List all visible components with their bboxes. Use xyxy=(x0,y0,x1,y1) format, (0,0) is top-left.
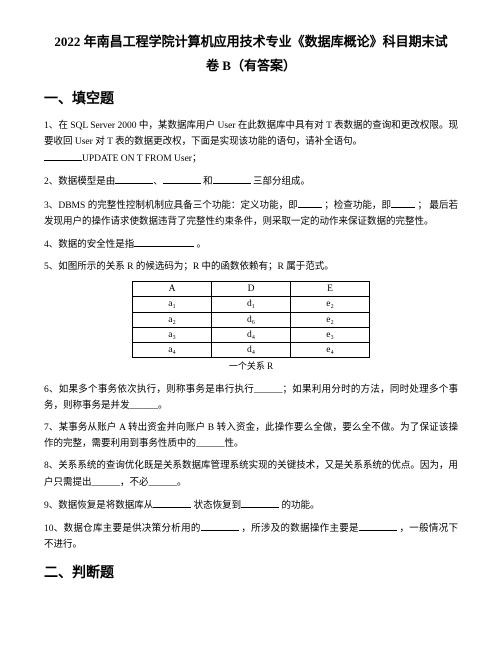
blank xyxy=(359,520,397,531)
table-row: a₂ d₆ e₂ xyxy=(133,312,370,327)
q9-text-a: 9、数据恢复是将数据库从 xyxy=(44,501,153,511)
question-4: 4、数据的安全性是指 。 xyxy=(44,236,458,253)
exam-title-line2: 卷 B（有答案） xyxy=(44,56,458,76)
question-9: 9、数据恢复是将数据库从 状态恢复到 的功能。 xyxy=(44,497,458,514)
th-D: D xyxy=(212,282,291,297)
blank xyxy=(298,197,322,208)
q1-text-b: UPDATE ON T FROM User； xyxy=(82,154,201,164)
table-row: a₃ d₄ e₃ xyxy=(133,327,370,342)
cell: e₂ xyxy=(291,312,370,327)
blank xyxy=(134,236,194,247)
section-2-heading: 二、判断题 xyxy=(44,563,458,584)
cell: d₄ xyxy=(212,343,291,358)
q10-text-a: 10、数据仓库主要是供决策分析用的 xyxy=(44,524,201,534)
question-2: 2、数据模型是由、 和 三部分组成。 xyxy=(44,173,458,190)
question-8: 8、关系系统的查询优化既是关系数据库管理系统实现的关键技术，又是关系系统的优点。… xyxy=(44,458,458,490)
blank xyxy=(201,520,239,531)
table-header-row: A D E xyxy=(133,282,370,297)
cell: a₄ xyxy=(133,343,212,358)
relation-table: A D E a₁ d₁ e₂ a₂ d₆ e₂ a₃ d₄ e₃ a₄ d₄ e… xyxy=(132,281,370,358)
blank xyxy=(44,150,82,161)
cell: d₄ xyxy=(212,327,291,342)
cell: a₃ xyxy=(133,327,212,342)
question-10: 10、数据仓库主要是供决策分析用的 ，所涉及的数据操作主要是 ，一般情况下 不进… xyxy=(44,520,458,553)
q9-text-b: 状态恢复到 xyxy=(194,501,242,511)
blank xyxy=(153,497,191,508)
q2-text-c: 三部分组成。 xyxy=(253,177,310,187)
question-3: 3、DBMS 的完整性控制机制应具备三个功能：定义功能，即 ；检查功能，即 ； … xyxy=(44,197,458,230)
cell: a₂ xyxy=(133,312,212,327)
blank xyxy=(115,173,153,184)
th-A: A xyxy=(133,282,212,297)
q1-text-a: 1、在 SQL Server 2000 中，某数据库用户 User 在此数据库中… xyxy=(44,121,458,147)
exam-title-line1: 2022 年南昌工程学院计算机应用技术专业《数据库概论》科目期末试 xyxy=(44,32,458,52)
exam-page: { "title_line1": "2022 年南昌工程学院计算机应用技术专业《… xyxy=(0,0,502,649)
blank xyxy=(213,173,251,184)
q2-text-b: 和 xyxy=(203,177,213,187)
cell: d₆ xyxy=(212,312,291,327)
q9-text-c: 的功能。 xyxy=(282,501,320,511)
th-E: E xyxy=(291,282,370,297)
q10-text-b: ，所涉及的数据操作主要是 xyxy=(241,524,359,534)
q4-text-a: 4、数据的安全性是指 xyxy=(44,240,134,250)
cell: a₁ xyxy=(133,297,212,312)
cell: e₄ xyxy=(291,343,370,358)
blank xyxy=(391,197,415,208)
q3-text-a: 3、DBMS 的完整性控制机制应具备三个功能：定义功能，即 xyxy=(44,201,298,211)
blank xyxy=(163,173,201,184)
cell: d₁ xyxy=(212,297,291,312)
q3-text-b: ；检查功能，即 xyxy=(324,201,391,211)
q4-text-b: 。 xyxy=(197,240,207,250)
blank xyxy=(241,497,279,508)
cell: e₂ xyxy=(291,297,370,312)
question-6: 6、如果多个事务依次执行，则称事务是串行执行______；如果利用分时的方法，同… xyxy=(44,382,458,414)
table-row: a₄ d₄ e₄ xyxy=(133,343,370,358)
section-1-heading: 一、填空题 xyxy=(44,89,458,110)
question-1: 1、在 SQL Server 2000 中，某数据库用户 User 在此数据库中… xyxy=(44,118,458,167)
cell: e₃ xyxy=(291,327,370,342)
q3-text-c: ； xyxy=(417,201,427,211)
q10-text-d: 不进行。 xyxy=(44,540,82,550)
table-row: a₁ d₁ e₂ xyxy=(133,297,370,312)
question-5: 5、如图所示的关系 R 的候选码为；R 中的函数依赖有；R 属于范式。 xyxy=(44,259,458,275)
q10-text-c: ，一般情况下 xyxy=(400,524,458,534)
q2-text-a: 2、数据模型是由 xyxy=(44,177,115,187)
table-caption: 一个关系 R xyxy=(44,360,458,374)
question-7: 7、某事务从账户 A 转出资金并向账户 B 转入资金，此操作要么全做，要么全不做… xyxy=(44,420,458,452)
